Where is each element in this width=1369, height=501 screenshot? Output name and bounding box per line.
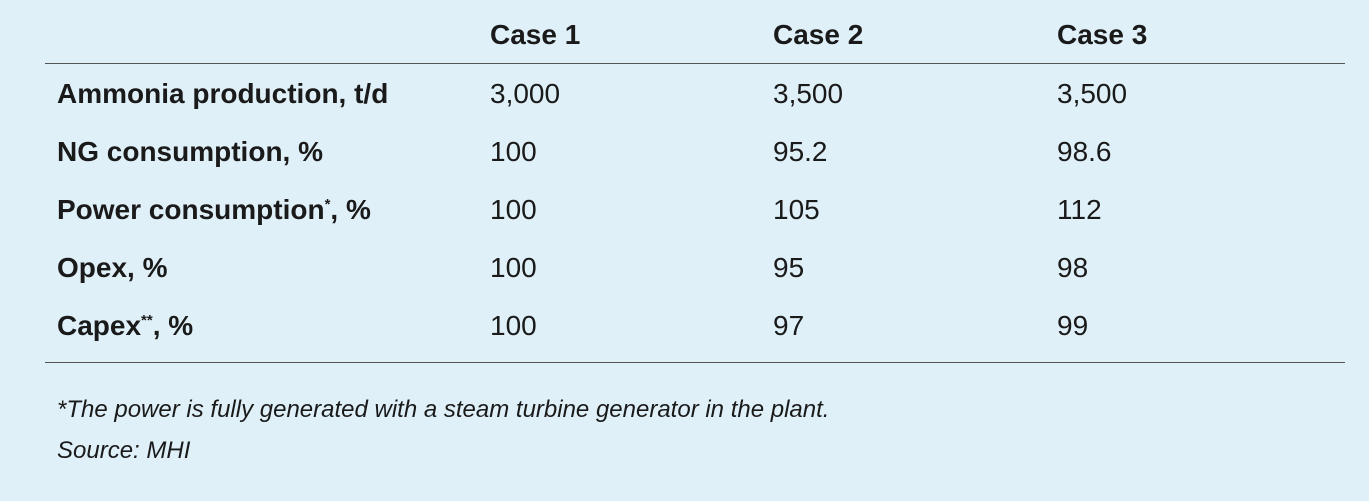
- label-text: Capex: [57, 310, 142, 341]
- cell-value: 97: [773, 310, 805, 341]
- cell-value: 3,500: [773, 78, 844, 109]
- row-label: Opex, %: [57, 251, 167, 285]
- cell-value: 100: [490, 194, 537, 225]
- label-text: Ammonia production, t/d: [57, 78, 389, 109]
- cell-value: 100: [490, 310, 537, 341]
- bottom-rule: [45, 362, 1345, 363]
- row-label: Power consumption*, %: [57, 193, 371, 227]
- cell-value: 112: [1057, 194, 1102, 225]
- row-label: Ammonia production, t/d: [57, 77, 388, 111]
- label-suffix: , %: [330, 194, 371, 225]
- label-text: Power consumption: [57, 194, 325, 225]
- column-header: Case 2: [773, 19, 864, 50]
- cell-value: 95: [773, 252, 805, 283]
- cell-value: 98.6: [1057, 136, 1112, 167]
- cell-value: 105: [773, 194, 820, 225]
- cell-value: 3,000: [490, 78, 561, 109]
- row-label: NG consumption, %: [57, 135, 323, 169]
- cell-value: 100: [490, 252, 537, 283]
- cell-value: 3,500: [1057, 78, 1128, 109]
- label-suffix: , %: [152, 310, 194, 341]
- footnote-mark: *: [324, 196, 331, 213]
- column-header: Case 3: [1057, 19, 1148, 50]
- source: Source: MHI: [57, 437, 191, 464]
- cell-value: 99: [1057, 310, 1089, 341]
- footnote: *The power is fully generated with a ste…: [57, 396, 830, 423]
- footnote-mark: **: [141, 312, 153, 329]
- header-rule: [45, 63, 1345, 64]
- label-text: NG consumption, %: [57, 136, 323, 167]
- cell-value: 100: [490, 136, 537, 167]
- row-label: Capex**, %: [57, 309, 193, 343]
- cell-value: 95.2: [773, 136, 828, 167]
- cell-value: 98: [1057, 252, 1089, 283]
- column-header: Case 1: [490, 19, 581, 50]
- label-text: Opex, %: [57, 252, 168, 283]
